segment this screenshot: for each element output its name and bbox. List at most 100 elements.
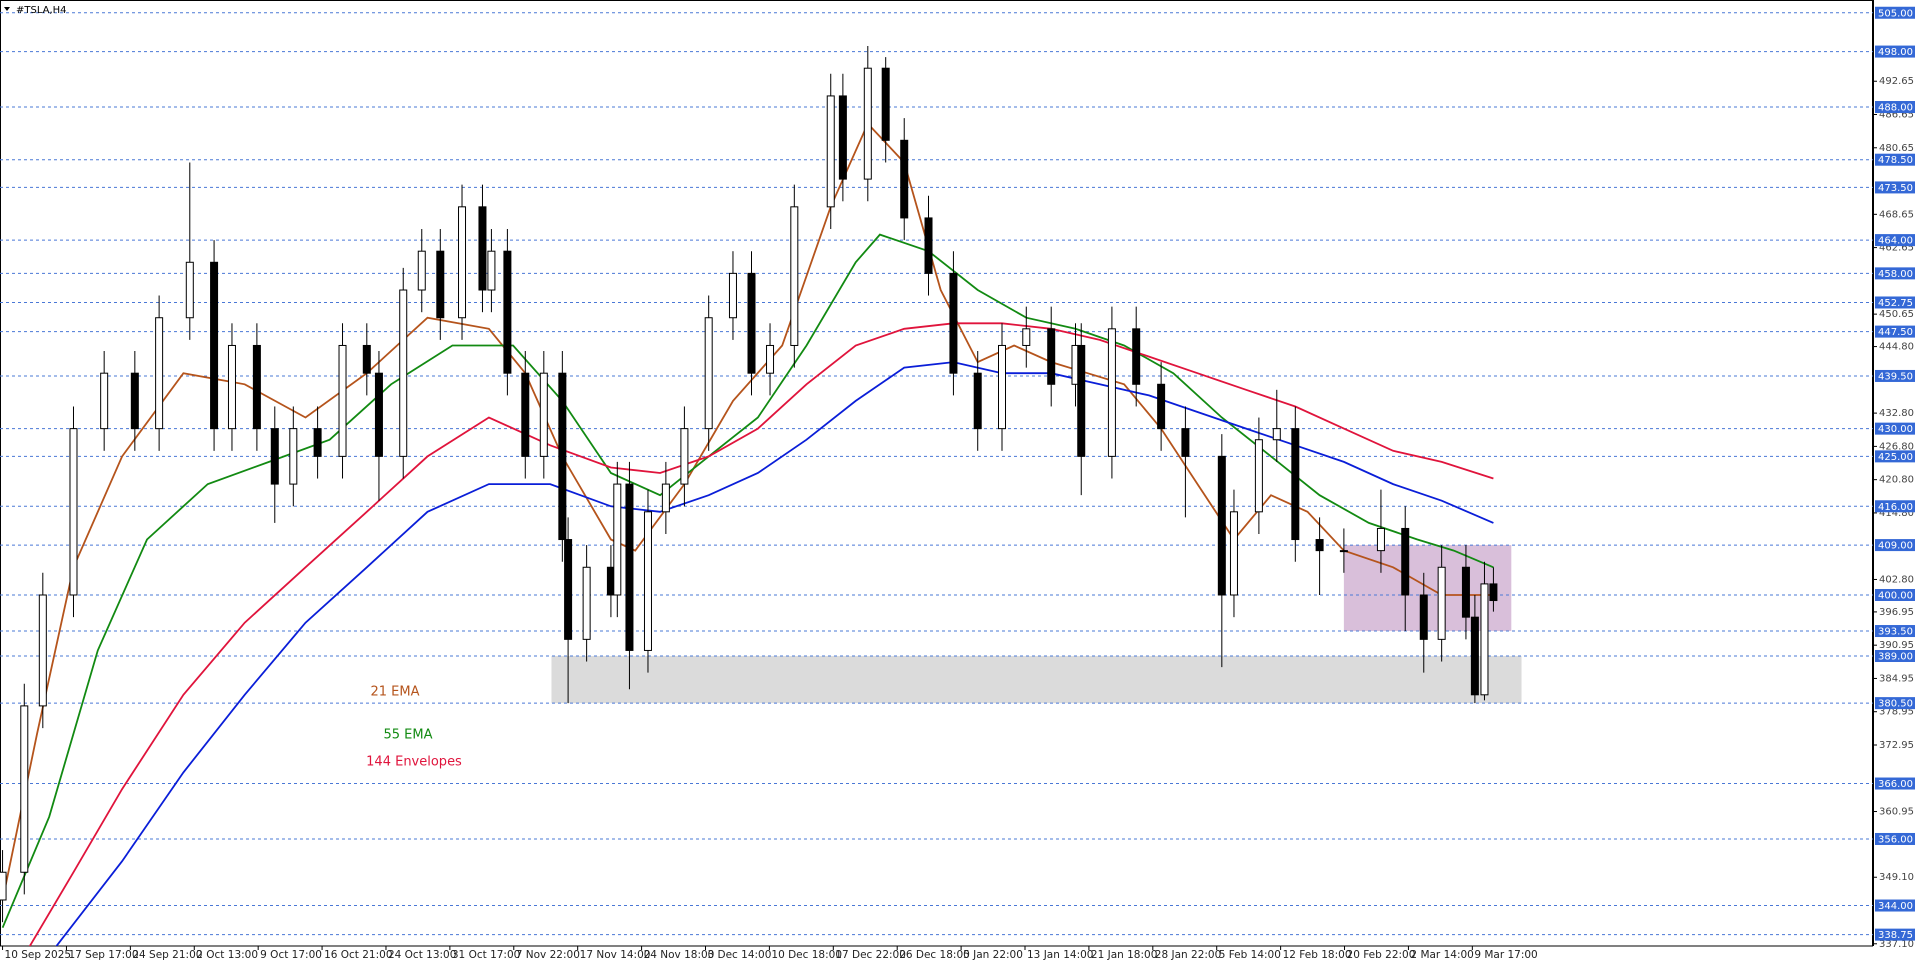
x-tick-label: 12 Feb 18:00 bbox=[1283, 949, 1352, 961]
level-box bbox=[1875, 649, 1915, 662]
level-label: 400.00 bbox=[1878, 590, 1913, 601]
candle-body bbox=[1291, 428, 1300, 541]
level-box bbox=[1875, 369, 1915, 382]
candle-body bbox=[1489, 583, 1498, 602]
x-tick-label: 28 Jan 22:00 bbox=[1155, 949, 1221, 961]
level-box bbox=[1875, 697, 1915, 710]
candle-body bbox=[1272, 428, 1281, 441]
candle-body bbox=[613, 483, 622, 596]
candle-body bbox=[1461, 566, 1470, 618]
candle-body bbox=[1181, 428, 1190, 457]
candle-body bbox=[643, 511, 652, 651]
level-box bbox=[1875, 6, 1915, 19]
candle-body bbox=[625, 483, 634, 651]
x-tick-label: 5 Feb 14:00 bbox=[1219, 949, 1281, 961]
candle-body bbox=[1157, 383, 1166, 430]
candle-body bbox=[900, 139, 909, 219]
candle-body bbox=[949, 272, 958, 374]
level-box bbox=[1875, 325, 1915, 338]
candle-body bbox=[680, 428, 689, 485]
candle-body bbox=[38, 594, 47, 707]
candle-body bbox=[881, 67, 890, 141]
x-tick-label: 31 Oct 17:00 bbox=[452, 949, 520, 961]
y-tick-label: 450.65 bbox=[1879, 309, 1914, 320]
level-box bbox=[1875, 422, 1915, 435]
level-label: 425.00 bbox=[1878, 452, 1913, 463]
level-label: 464.00 bbox=[1878, 236, 1913, 247]
level-box bbox=[1875, 181, 1915, 194]
level-label: 366.00 bbox=[1878, 779, 1913, 790]
x-tick-label: 17 Dec 22:00 bbox=[835, 949, 906, 961]
candle-body bbox=[289, 428, 298, 485]
level-label: 458.00 bbox=[1878, 269, 1913, 280]
candle-body bbox=[487, 250, 496, 291]
x-tick-label: 20 Feb 22:00 bbox=[1347, 949, 1416, 961]
chart-title: #TSLA,H4 bbox=[16, 5, 67, 16]
level-label: 356.00 bbox=[1878, 834, 1913, 845]
plot-frame bbox=[0, 0, 1873, 947]
candle-body bbox=[399, 289, 408, 457]
level-label: 409.00 bbox=[1878, 541, 1913, 552]
level-label: 338.75 bbox=[1878, 930, 1913, 941]
level-label: 416.00 bbox=[1878, 502, 1913, 513]
candle-body bbox=[1376, 527, 1385, 552]
candle-body bbox=[747, 272, 756, 374]
candle-body bbox=[436, 250, 445, 319]
indicator-line bbox=[55, 361, 1494, 946]
level-box bbox=[1875, 928, 1915, 941]
x-tick-label: 2 Oct 13:00 bbox=[196, 949, 258, 961]
y-tick-label: 396.95 bbox=[1879, 607, 1914, 618]
x-tick-label: 3 Dec 14:00 bbox=[707, 949, 771, 961]
x-tick-label: 16 Oct 21:00 bbox=[324, 949, 392, 961]
candle-body bbox=[521, 372, 530, 457]
level-label: 473.50 bbox=[1878, 183, 1913, 194]
y-tick-label: 432.80 bbox=[1879, 408, 1914, 419]
menu-triangle[interactable] bbox=[4, 7, 10, 11]
x-tick-label: 24 Sep 21:00 bbox=[132, 949, 202, 961]
candle-body bbox=[185, 261, 194, 319]
x-tick-label: 5 Jan 22:00 bbox=[963, 949, 1023, 961]
x-tick-label: 7 Nov 22:00 bbox=[516, 949, 580, 961]
plot-area bbox=[0, 12, 1873, 946]
x-tick-label: 17 Nov 14:00 bbox=[580, 949, 651, 961]
candle-body bbox=[1437, 566, 1446, 640]
legend-label: 144 Envelopes bbox=[366, 755, 462, 770]
level-box bbox=[1875, 500, 1915, 513]
x-tick-label: 9 Mar 17:00 bbox=[1474, 949, 1537, 961]
y-tick-label: 349.10 bbox=[1879, 872, 1914, 883]
candle-body bbox=[838, 95, 847, 180]
candle-body bbox=[704, 317, 713, 430]
level-label: 488.00 bbox=[1878, 103, 1913, 114]
y-tick-label: 372.95 bbox=[1879, 740, 1914, 751]
price-axis: 492.65 486.65 480.65 468.65 462.65 450.65 444.… bbox=[1873, 0, 1916, 963]
x-tick-label: 2 Mar 14:00 bbox=[1410, 949, 1473, 961]
x-tick-label: 9 Oct 17:00 bbox=[260, 949, 322, 961]
y-tick-label: 402.80 bbox=[1879, 574, 1914, 585]
y-tick-label: 480.65 bbox=[1879, 143, 1914, 154]
x-tick-label: 26 Dec 18:00 bbox=[899, 949, 970, 961]
candle-body bbox=[790, 206, 799, 346]
y-tick-label: 420.80 bbox=[1879, 475, 1914, 486]
candle-body bbox=[1254, 439, 1263, 513]
x-tick-label: 17 Sep 17:00 bbox=[68, 949, 138, 961]
level-box bbox=[1875, 777, 1915, 790]
level-label: 452.75 bbox=[1878, 298, 1913, 309]
candle-body bbox=[100, 372, 109, 430]
level-box bbox=[1875, 296, 1915, 309]
candle-body bbox=[1419, 594, 1428, 640]
candle-body bbox=[766, 344, 775, 374]
level-label: 447.50 bbox=[1878, 327, 1913, 338]
candle-body bbox=[20, 705, 29, 873]
y-tick-label: 390.95 bbox=[1879, 640, 1914, 651]
level-box bbox=[1875, 832, 1915, 845]
level-box bbox=[1875, 588, 1915, 601]
candle-body bbox=[564, 539, 573, 640]
y-tick-label: 426.80 bbox=[1879, 441, 1914, 452]
candle-body bbox=[227, 344, 236, 430]
x-tick-label: 24 Nov 18:00 bbox=[644, 949, 715, 961]
candle-body bbox=[362, 344, 371, 374]
y-tick-label: 378.95 bbox=[1879, 707, 1914, 718]
level-label: 344.00 bbox=[1878, 901, 1913, 912]
candle-body bbox=[1217, 455, 1226, 596]
